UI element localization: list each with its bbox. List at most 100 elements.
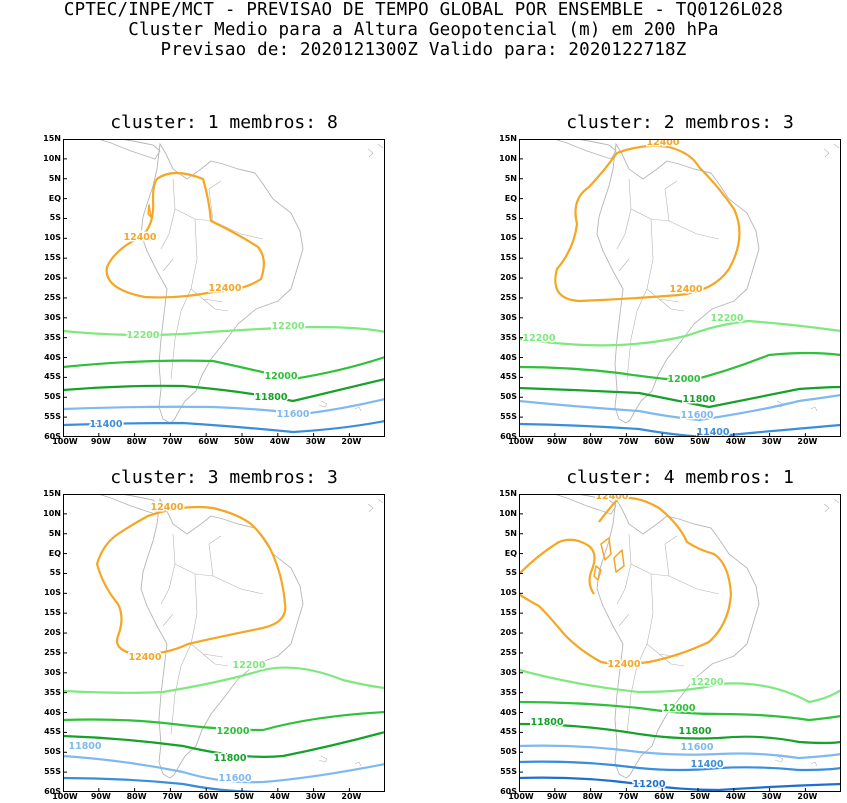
contour-label: 11600 bbox=[680, 410, 713, 421]
country-border bbox=[618, 613, 630, 627]
contour-12400 bbox=[147, 204, 152, 218]
contour-12000 bbox=[62, 710, 386, 732]
lon-label: 60W bbox=[654, 437, 675, 446]
island-outline bbox=[354, 406, 362, 412]
country-border bbox=[626, 643, 648, 735]
contour-label: 12200 bbox=[232, 660, 265, 671]
lat-label: EQ bbox=[48, 548, 61, 558]
lon-label: 60W bbox=[654, 792, 675, 801]
contour-label: 12400 bbox=[669, 284, 702, 295]
south-america-outline bbox=[596, 497, 760, 779]
lon-label: 70W bbox=[618, 437, 639, 446]
map-1-svg: 12400 12400 12200 12200 12000 11800 11600 11400 bbox=[62, 138, 386, 438]
lat-label: EQ bbox=[48, 193, 61, 203]
country-border bbox=[630, 563, 720, 595]
lat-label: 55S bbox=[500, 767, 517, 777]
lat-label: EQ bbox=[504, 548, 517, 558]
country-border bbox=[160, 178, 176, 250]
country-border bbox=[626, 288, 648, 380]
lat-label: 10S bbox=[44, 588, 61, 598]
contour-12400 bbox=[613, 549, 625, 573]
lat-label: 5N bbox=[48, 173, 61, 183]
contour-label: 12400 bbox=[150, 502, 183, 513]
contour-12400 bbox=[593, 565, 602, 581]
island-outline bbox=[318, 755, 328, 763]
country-border bbox=[202, 298, 229, 312]
lat-label: 55S bbox=[44, 412, 61, 422]
contour-12200 bbox=[62, 325, 386, 337]
island-outline bbox=[823, 148, 830, 158]
contour-label: 11400 bbox=[690, 759, 723, 770]
country-border bbox=[664, 180, 678, 222]
lat-label: 15S bbox=[44, 608, 61, 618]
lat-label: 10S bbox=[44, 233, 61, 243]
country-border bbox=[162, 613, 174, 627]
contour-label: 12400 bbox=[123, 232, 156, 243]
lat-label: 10S bbox=[500, 233, 517, 243]
header-line-2: Cluster Medio para a Altura Geopotencial… bbox=[128, 20, 719, 40]
lat-label: 55S bbox=[44, 767, 61, 777]
lat-label: 40S bbox=[44, 352, 61, 362]
contour-label: 11800 bbox=[213, 753, 246, 764]
central-america-outline bbox=[553, 493, 617, 515]
contour-11600 bbox=[62, 754, 386, 784]
country-border bbox=[616, 178, 632, 250]
lat-label: 10N bbox=[43, 508, 61, 518]
lon-label: 90W bbox=[90, 792, 111, 801]
contour-11400 bbox=[518, 422, 842, 439]
lat-label: 10S bbox=[500, 588, 517, 598]
contour-12400 bbox=[105, 171, 265, 299]
lat-label: 35S bbox=[44, 687, 61, 697]
lat-label: 50S bbox=[44, 747, 61, 757]
lat-label: 20S bbox=[500, 628, 517, 638]
lat-label: 15N bbox=[43, 134, 61, 143]
contour-label: 11400 bbox=[89, 419, 122, 430]
lon-label: 20W bbox=[797, 792, 818, 801]
island-outline bbox=[810, 761, 818, 767]
lat-label: 15N bbox=[499, 134, 517, 143]
contour-11400 bbox=[518, 760, 842, 772]
island-outline bbox=[774, 755, 784, 763]
lat-label: 30S bbox=[500, 312, 517, 322]
contour-label: 12000 bbox=[216, 726, 249, 737]
country-border bbox=[664, 535, 678, 577]
contour-label: 12200 bbox=[690, 677, 723, 688]
map-3-svg: 12400 12400 12200 12000 11800 11800 11600 bbox=[62, 493, 386, 794]
map-frame bbox=[63, 139, 385, 437]
lat-label: 15N bbox=[43, 489, 61, 498]
lat-label: 60S bbox=[44, 787, 61, 796]
country-border bbox=[190, 573, 224, 658]
island-outline bbox=[810, 406, 818, 412]
map-frame bbox=[519, 139, 841, 437]
central-america-outline bbox=[553, 138, 617, 160]
country-border bbox=[170, 288, 192, 380]
lon-label: 70W bbox=[618, 792, 639, 801]
lat-label: 45S bbox=[500, 727, 517, 737]
lat-label: 45S bbox=[44, 372, 61, 382]
lon-label: 20W bbox=[341, 437, 362, 446]
contour-label: 12400 bbox=[646, 139, 679, 148]
contour-12400 bbox=[518, 538, 596, 595]
contour-label: 11600 bbox=[218, 773, 251, 784]
island-outline bbox=[377, 498, 384, 504]
country-border bbox=[618, 258, 630, 272]
lat-label: 60S bbox=[500, 787, 517, 796]
lon-label: 30W bbox=[761, 437, 782, 446]
lat-label: 25S bbox=[500, 292, 517, 302]
island-outline bbox=[367, 503, 374, 513]
contour-12400 bbox=[600, 537, 612, 561]
contour-label: 12000 bbox=[264, 371, 297, 382]
lat-label: 25S bbox=[44, 292, 61, 302]
lat-label: 10N bbox=[499, 508, 517, 518]
lat-label: 5S bbox=[49, 213, 61, 223]
map-panel-1: 12400 12400 12200 12200 12000 11800 11600 11400 bbox=[62, 138, 386, 438]
contour-label: 11800 bbox=[254, 392, 287, 403]
lat-label: 30S bbox=[44, 312, 61, 322]
contour-11400 bbox=[62, 419, 386, 434]
contour-12200 bbox=[518, 668, 842, 704]
lat-label: 25S bbox=[44, 647, 61, 657]
map-panel-4: 12400 12400 12200 12000 11800 11800 11600 11400… bbox=[518, 490, 842, 793]
contour-11600 bbox=[518, 744, 842, 760]
lat-label: 40S bbox=[44, 707, 61, 717]
lat-label: 40S bbox=[500, 707, 517, 717]
